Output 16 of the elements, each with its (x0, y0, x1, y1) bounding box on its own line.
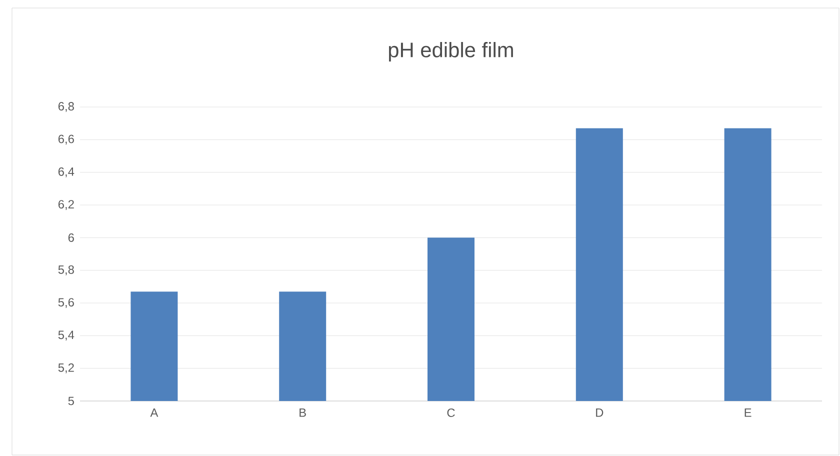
x-tick-label: B (300, 408, 306, 417)
y-tick-label: 5,4 (58, 330, 74, 341)
x-tick-label: D (596, 408, 604, 417)
y-tick-label: 5,8 (58, 265, 74, 276)
y-tick-label: 5,2 (58, 363, 74, 374)
x-tick-label: A (150, 408, 158, 417)
y-tick-label: 6,8 (58, 102, 74, 112)
y-tick-label: 5,6 (58, 298, 74, 308)
x-tick-label: C (447, 408, 455, 417)
chart-title: pH edible film (388, 42, 513, 62)
y-tick-label: 6,2 (58, 200, 74, 210)
y-tick-label: 5 (68, 396, 74, 406)
x-tick-label: E (744, 408, 752, 417)
y-tick-label: 6,4 (58, 167, 74, 178)
y-tick-label: 6,6 (58, 134, 74, 145)
y-tick-label: 6 (68, 233, 74, 242)
